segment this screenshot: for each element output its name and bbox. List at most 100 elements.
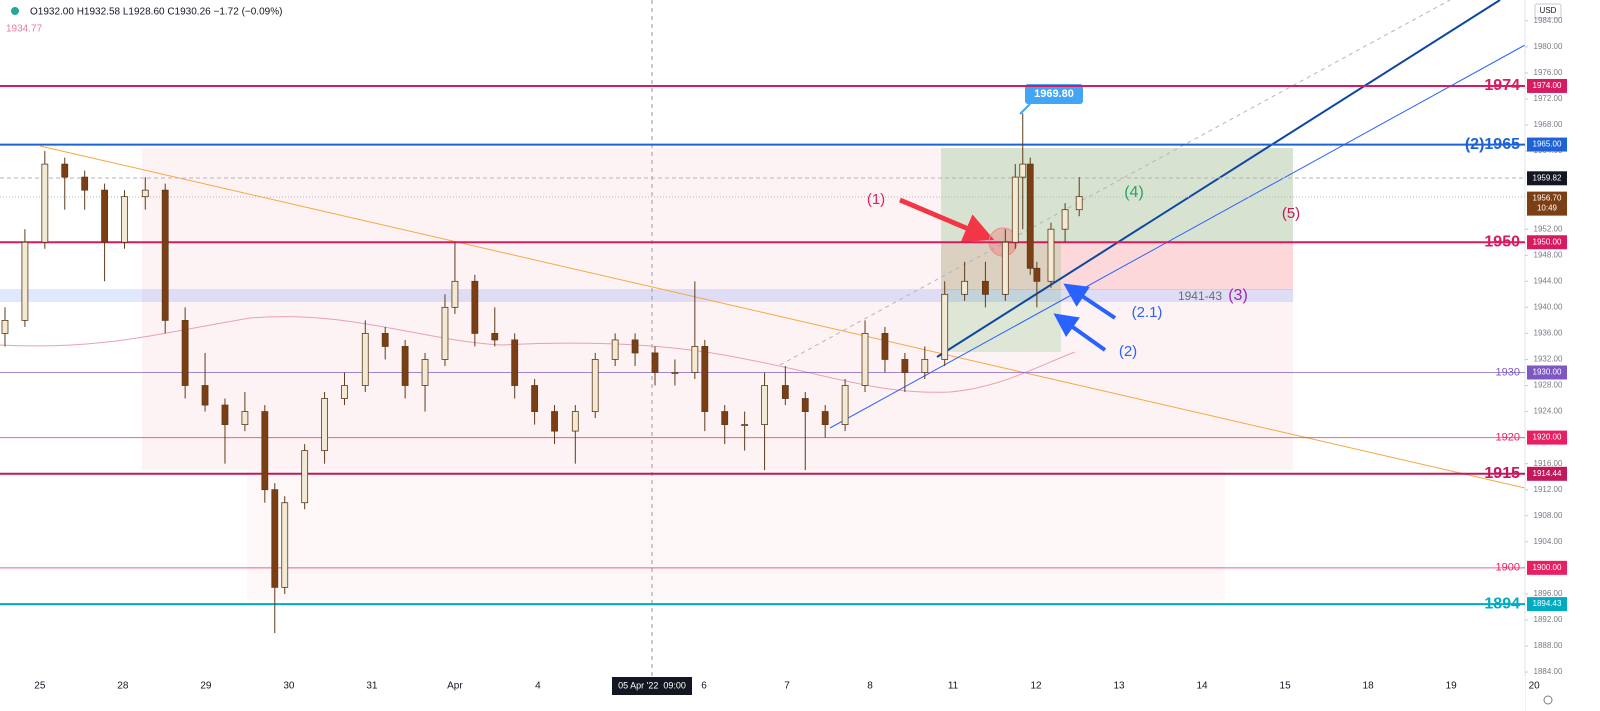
y-tick-label: 1928.00 bbox=[1534, 381, 1563, 390]
y-tick-label: 1940.00 bbox=[1534, 302, 1563, 311]
annotation: 1941-43 bbox=[1178, 289, 1222, 303]
zone bbox=[247, 470, 1225, 600]
candle-body bbox=[801, 398, 809, 412]
candle-body bbox=[181, 319, 189, 386]
candle-body bbox=[421, 359, 429, 386]
arrow bbox=[899, 197, 995, 243]
x-tick-label: 18 bbox=[1363, 681, 1375, 692]
candle-body bbox=[861, 333, 869, 386]
candle-body bbox=[201, 385, 209, 406]
level-name: 1974 bbox=[1484, 77, 1520, 94]
price-tag bbox=[1527, 560, 1567, 575]
loss-zone bbox=[941, 242, 1293, 290]
annotation: (1) bbox=[867, 191, 885, 208]
y-tick-label: 1936.00 bbox=[1534, 329, 1563, 338]
level-name: 1930 bbox=[1496, 366, 1520, 378]
level-name: 1915 bbox=[1484, 465, 1520, 482]
y-tick-label: 1972.00 bbox=[1534, 94, 1563, 103]
profit-zone bbox=[941, 148, 1293, 242]
x-tick-label: 8 bbox=[867, 681, 873, 692]
y-tick-label: 1932.00 bbox=[1534, 355, 1563, 364]
candle-body bbox=[1019, 163, 1027, 178]
price-tag bbox=[1527, 171, 1567, 186]
candle-body bbox=[921, 359, 929, 373]
price-tag bbox=[1527, 78, 1567, 93]
candle-body bbox=[361, 333, 369, 386]
candle-body bbox=[651, 352, 659, 373]
y-tick-label: 1916.00 bbox=[1534, 459, 1563, 468]
x-tick-label: 11 bbox=[948, 681, 959, 692]
candle-body bbox=[61, 163, 69, 178]
candle-body bbox=[1001, 241, 1009, 295]
settings-icon[interactable] bbox=[1543, 695, 1553, 705]
y-tick-label: 1952.00 bbox=[1534, 224, 1563, 233]
candle-body bbox=[451, 280, 459, 308]
status-dot bbox=[11, 7, 19, 15]
candle-body bbox=[221, 404, 229, 425]
y-tick-label: 1892.00 bbox=[1534, 615, 1563, 624]
price-tag-label: 1920.00 bbox=[1533, 433, 1562, 442]
candle-body bbox=[721, 411, 729, 425]
annotation: (2.1) bbox=[1132, 304, 1163, 321]
candle-body bbox=[1075, 196, 1083, 211]
x-tick-label: 25 bbox=[34, 681, 46, 692]
y-tick-label: 1944.00 bbox=[1534, 276, 1563, 285]
price-tag-label: 1956.70 bbox=[1533, 194, 1562, 203]
x-tick-label: 31 bbox=[366, 681, 378, 692]
candle-body bbox=[631, 339, 639, 354]
candle-body bbox=[41, 163, 49, 243]
y-tick-label: 1896.00 bbox=[1534, 589, 1563, 598]
level-name: 1950 bbox=[1484, 233, 1520, 250]
candle-body bbox=[941, 293, 949, 360]
candle-body bbox=[401, 346, 409, 386]
callout bbox=[1025, 84, 1083, 104]
x-tick-label: 7 bbox=[784, 681, 790, 692]
x-tick-label: 30 bbox=[283, 681, 295, 692]
candle-body bbox=[531, 385, 539, 412]
candle-body bbox=[241, 411, 249, 425]
x-tick-label: 15 bbox=[1280, 681, 1292, 692]
price-tag bbox=[1527, 137, 1567, 152]
candle-body bbox=[441, 306, 449, 360]
candle-body bbox=[271, 489, 279, 588]
x-tick-label: 14 bbox=[1197, 681, 1209, 692]
candle-body bbox=[1, 319, 9, 334]
x-tick-label: 4 bbox=[535, 681, 541, 692]
candle-body bbox=[81, 176, 89, 191]
candle-body bbox=[821, 411, 829, 425]
arrow bbox=[1053, 313, 1107, 352]
indicator-value: 1934.77 bbox=[6, 24, 43, 35]
candle-body bbox=[611, 339, 619, 360]
candle-body bbox=[321, 398, 328, 452]
moving-average bbox=[0, 316, 1076, 393]
y-tick-label: 1908.00 bbox=[1534, 511, 1563, 520]
candle-body bbox=[301, 450, 309, 504]
candle-body bbox=[121, 196, 128, 243]
annotation: (4) bbox=[1124, 184, 1144, 201]
price-axis bbox=[1525, 0, 1600, 711]
x-tick-label: 6 bbox=[701, 681, 707, 692]
level-name: 1900 bbox=[1496, 562, 1520, 574]
trendline bbox=[829, 44, 1526, 429]
candle-body bbox=[381, 333, 389, 347]
candle-body bbox=[701, 346, 709, 412]
price-tag-label: 1930.00 bbox=[1533, 368, 1562, 377]
price-tag bbox=[1527, 430, 1567, 445]
candle-body bbox=[1033, 267, 1041, 282]
price-tag bbox=[1527, 365, 1567, 380]
candle-body bbox=[511, 339, 519, 386]
time-axis bbox=[0, 676, 1525, 711]
candle-body bbox=[261, 411, 269, 491]
candle-body bbox=[341, 385, 348, 399]
annotation: (5) bbox=[1282, 205, 1300, 222]
currency[interactable]: USD bbox=[1540, 6, 1557, 15]
price-tag-time: 10:49 bbox=[1537, 204, 1558, 213]
channel-line bbox=[779, 0, 1451, 366]
x-tick-label: 13 bbox=[1113, 681, 1125, 692]
x-tick-label: 20 bbox=[1529, 681, 1541, 692]
y-tick-label: 1912.00 bbox=[1534, 485, 1563, 494]
x-tick-label: 19 bbox=[1446, 681, 1458, 692]
candle-body bbox=[671, 372, 679, 374]
annotation: (3) bbox=[1228, 287, 1248, 304]
currency-button[interactable] bbox=[1534, 3, 1562, 19]
